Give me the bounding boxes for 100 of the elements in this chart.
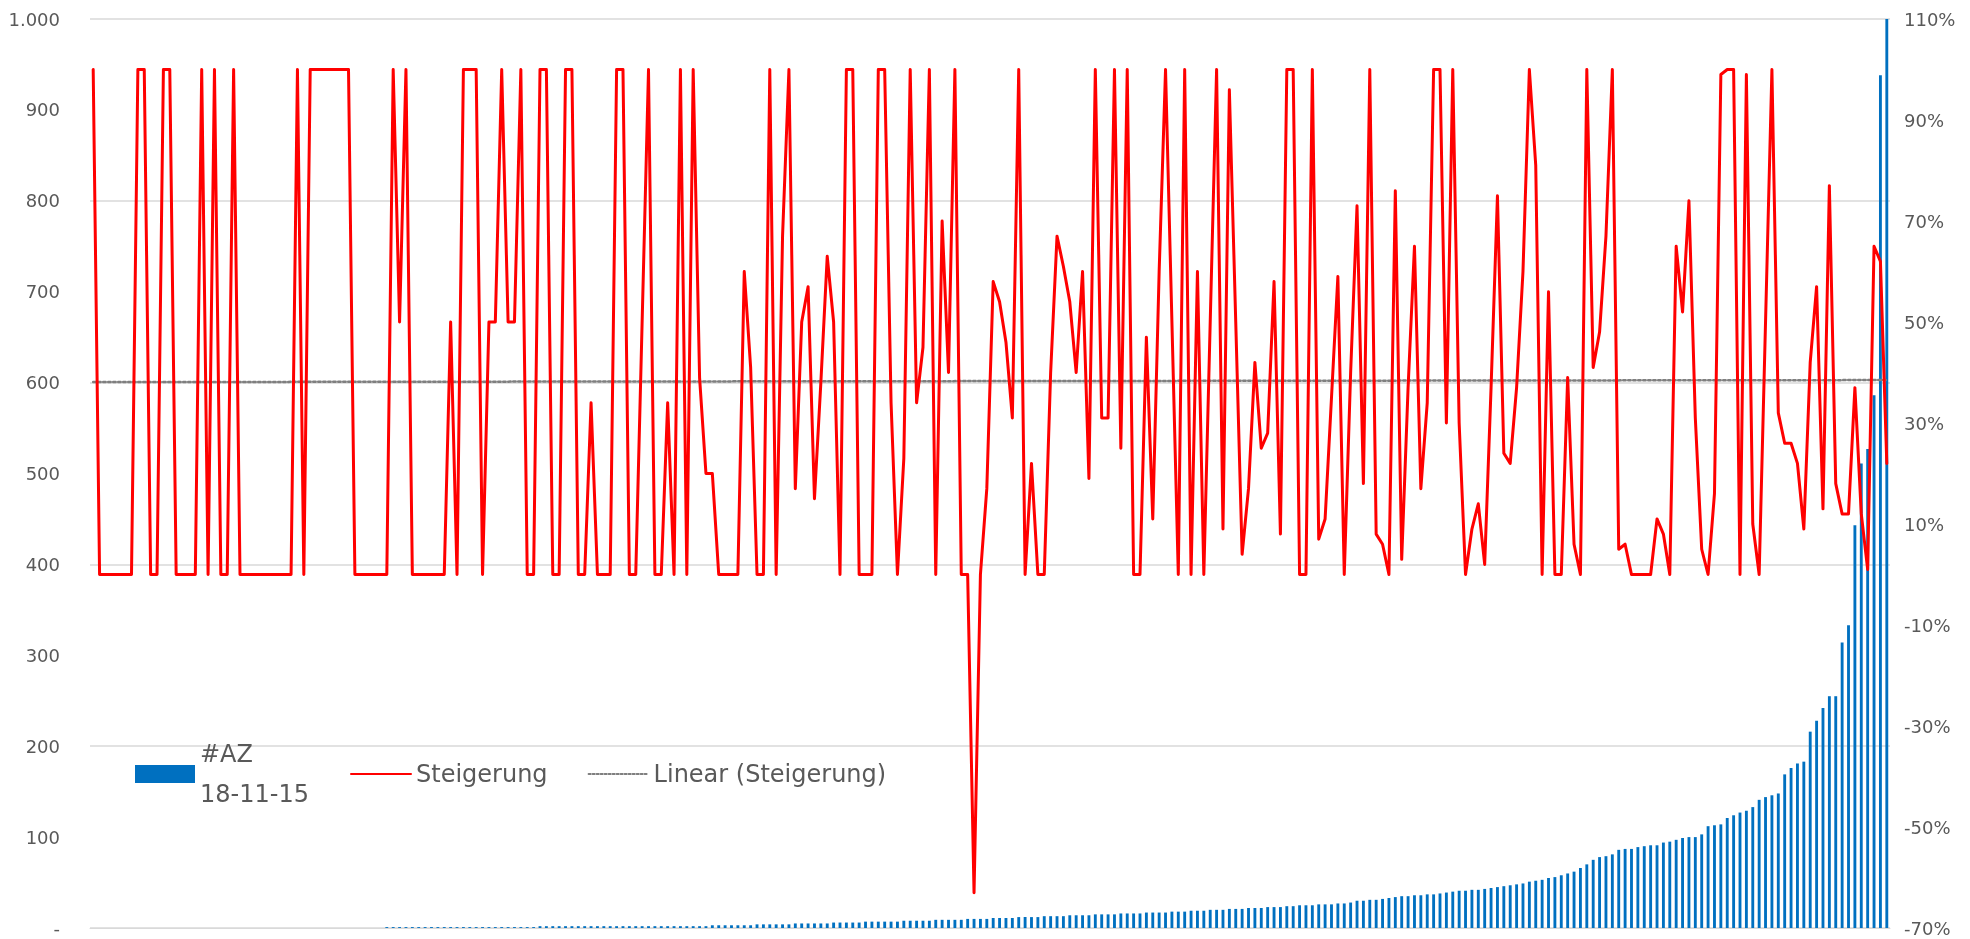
bar	[1470, 889, 1474, 928]
bar	[1017, 917, 1021, 928]
bar	[1189, 910, 1193, 928]
bar	[1061, 916, 1065, 928]
bar	[1566, 873, 1570, 928]
bar	[940, 919, 944, 928]
bar	[1515, 884, 1519, 928]
bar	[1196, 910, 1199, 928]
line-series	[91, 68, 1889, 895]
bar	[1502, 886, 1506, 928]
bar	[1725, 818, 1729, 928]
bar	[1406, 896, 1410, 928]
bar	[1227, 908, 1231, 928]
y-tick-label: 400	[25, 553, 60, 575]
bar	[1553, 877, 1557, 928]
bar	[1157, 912, 1161, 928]
bar	[1713, 825, 1716, 928]
bar	[1847, 625, 1850, 928]
legend-label: Steigerung	[416, 760, 548, 788]
legend-label: Linear (Steigerung)	[653, 760, 887, 788]
bar	[1381, 898, 1384, 928]
bar	[1240, 908, 1244, 928]
bar	[825, 923, 829, 928]
bar	[717, 925, 721, 928]
y-tick-label: 300	[25, 644, 60, 666]
bar	[1681, 838, 1684, 928]
bar	[710, 925, 714, 928]
bar	[1030, 917, 1033, 928]
bar	[1732, 815, 1736, 928]
y-tick-label: 600	[25, 372, 60, 394]
bar	[1247, 908, 1250, 928]
bar	[730, 925, 733, 928]
y2-tick-label: 30%	[1904, 412, 1945, 434]
y2-tick-label: -50%	[1904, 816, 1951, 838]
bar	[902, 920, 906, 928]
bar	[1808, 731, 1812, 928]
bar	[1285, 906, 1289, 928]
bar	[1764, 797, 1767, 928]
bar	[1151, 912, 1155, 928]
bar	[883, 921, 887, 928]
y-tick-label: 800	[25, 190, 60, 212]
bar	[1815, 720, 1819, 928]
bar	[1093, 914, 1097, 928]
bar	[1074, 915, 1078, 928]
bar	[774, 924, 778, 928]
bar	[1349, 902, 1353, 928]
bar	[1878, 75, 1882, 928]
y-tick-label: 1.000	[8, 8, 60, 30]
bar	[1100, 914, 1104, 928]
bar	[1113, 914, 1116, 928]
bar	[1425, 894, 1429, 928]
bar	[1674, 839, 1678, 928]
bar	[876, 921, 880, 928]
bar	[1483, 888, 1487, 928]
bar	[1623, 848, 1627, 928]
bar	[1144, 912, 1148, 928]
bar	[978, 918, 982, 928]
bar	[1789, 768, 1793, 928]
bar	[1336, 903, 1340, 928]
bar	[800, 923, 804, 928]
y2-tick-label: 110%	[1904, 8, 1956, 30]
bar	[1802, 761, 1806, 928]
bar	[1476, 889, 1480, 928]
bar	[1591, 859, 1595, 928]
bar	[1885, 19, 1889, 928]
bar	[736, 925, 740, 928]
bar	[1164, 912, 1167, 928]
bar	[1610, 854, 1614, 928]
bar	[1342, 903, 1346, 928]
bar	[1853, 525, 1857, 928]
bar	[761, 924, 765, 928]
bar	[1783, 774, 1787, 928]
bar	[1253, 908, 1257, 928]
bar	[985, 918, 989, 928]
bar	[1744, 810, 1748, 928]
bar	[1840, 642, 1844, 928]
bar	[1125, 913, 1129, 928]
bar	[1106, 914, 1110, 928]
y-tick-label: 200	[25, 735, 60, 757]
bar	[1176, 911, 1180, 928]
bar	[1464, 890, 1467, 928]
bar	[857, 922, 861, 928]
y-tick-label: 100	[25, 826, 60, 848]
bar	[1202, 910, 1206, 928]
bar	[1630, 848, 1633, 928]
bar	[723, 925, 727, 928]
bar	[806, 923, 810, 928]
bar	[1776, 793, 1780, 928]
bar	[1540, 879, 1544, 928]
y2-tick-label: 70%	[1904, 210, 1945, 232]
y-tick-label: -	[53, 917, 60, 939]
bar	[1451, 891, 1455, 928]
bar	[1361, 900, 1365, 928]
bar	[1508, 885, 1512, 928]
bar	[742, 925, 746, 928]
bar	[864, 921, 867, 928]
bar	[896, 921, 899, 928]
y-tick-label: 500	[25, 463, 60, 484]
bar	[1827, 696, 1831, 928]
bar	[1649, 845, 1653, 928]
